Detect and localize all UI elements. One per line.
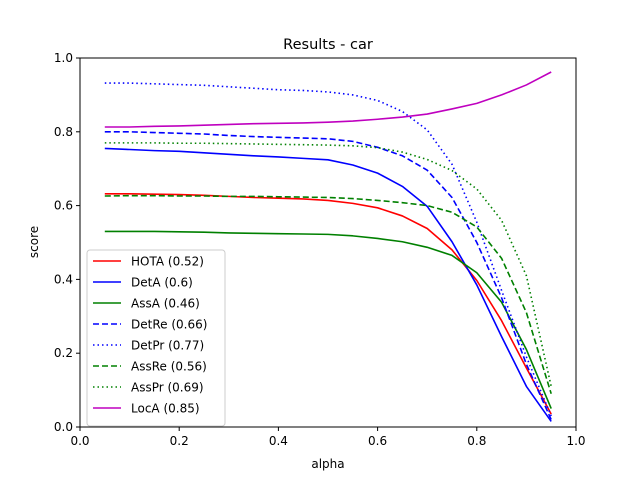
legend-label: HOTA (0.52): [131, 255, 204, 269]
legend-label: AssPr (0.69): [131, 381, 204, 395]
series-line-7: [104, 71, 552, 128]
legend-label: DetPr (0.77): [131, 339, 204, 353]
series-line-5: [104, 194, 552, 395]
chart-title: Results - car: [283, 37, 373, 53]
series-lines: [104, 71, 552, 422]
legend-label: DetRe (0.66): [131, 318, 207, 332]
legend-label: AssRe (0.56): [131, 360, 207, 374]
series-line-2: [104, 230, 552, 409]
y-tick-label: 0.2: [54, 346, 73, 360]
y-tick-label: 0.4: [54, 272, 73, 286]
legend-box: [86, 249, 226, 427]
legend-label: AssA (0.46): [131, 297, 200, 311]
legend: HOTA (0.52) DetA (0.6) AssA (0.46) DetRe (0…: [86, 249, 226, 427]
y-tick-label: 1.0: [54, 51, 73, 65]
plot-frame: [79, 57, 577, 428]
x-tick-label: 0.6: [368, 434, 387, 448]
x-tick-label: 1.0: [566, 434, 585, 448]
legend-label: LocA (0.85): [131, 402, 200, 416]
axis-ticks: 0.0 0.2 0.4 0.6 0.8 1.0 0.0 0.2 0.4 0.6 0.8 1.0: [54, 51, 586, 448]
series-line-4: [104, 82, 552, 417]
series-line-1: [104, 147, 552, 422]
y-tick-label: 0.0: [54, 420, 73, 434]
x-tick-label: 0.2: [170, 434, 189, 448]
legend-label: DetA (0.6): [131, 276, 193, 290]
x-tick-label: 0.0: [70, 434, 89, 448]
x-tick-label: 0.8: [467, 434, 486, 448]
y-axis-label: score: [27, 226, 41, 258]
x-tick-label: 0.4: [269, 434, 288, 448]
y-tick-label: 0.8: [54, 125, 73, 139]
series-line-3: [104, 131, 552, 420]
series-line-0: [104, 192, 552, 415]
x-axis-label: alpha: [311, 457, 344, 471]
y-tick-label: 0.6: [54, 199, 73, 213]
